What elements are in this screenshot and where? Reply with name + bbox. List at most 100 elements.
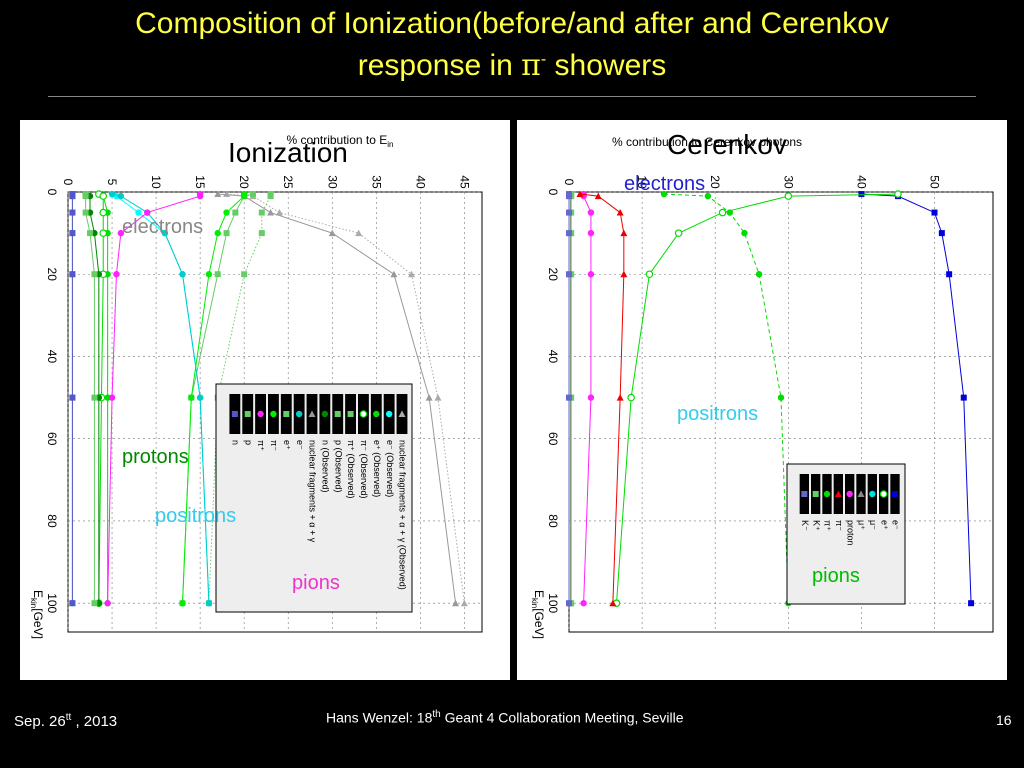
x-tick-label: 40 [45,350,59,364]
legend-label: K⁻ [800,520,810,531]
y-tick-label: 30 [781,175,795,189]
legend-marker [232,411,238,417]
y-tick-label: 10 [149,175,163,189]
data-point [118,193,124,199]
x-tick-label: 20 [45,268,59,282]
series-line [664,194,788,603]
data-point [588,394,594,400]
page-number: 16 [996,712,1012,728]
x-axis-label-text: E [532,590,546,598]
legend-label: π⁻ [269,440,279,451]
series-line [580,194,624,603]
data-point [566,193,572,199]
slide-title-line-1: Composition of Ionization(before/and aft… [0,6,1024,42]
data-point [705,193,711,199]
legend-marker [824,491,830,497]
data-point [69,271,75,277]
series-line [112,194,209,603]
y-tick-label: 35 [369,175,383,189]
footer-conf-sup: th [432,709,440,720]
footer-date: Sep. 26tt , 2013 [14,712,117,730]
y-tick-label: 40 [413,175,427,189]
slide-title-line-2: response in π- showers [0,42,1024,84]
data-point [426,394,433,401]
data-point [719,209,725,215]
legend-marker [386,411,392,417]
data-point [197,193,203,199]
cerenkov-chart: 0 10 20 30 40 50020406080100% contribution to… [517,120,1007,680]
data-point [188,394,194,400]
data-point [785,193,791,199]
x-axis-label-unit: [GeV] [532,608,546,639]
x-tick-label: 0 [546,189,560,196]
x-axis-label-sub: kin [29,598,38,608]
annotation-positrons: positrons [155,505,236,527]
data-point [566,395,572,401]
series-line [112,194,209,603]
y-tick-label: 50 [928,175,942,189]
y-tick-label: 40 [854,175,868,189]
legend-marker [348,411,354,417]
series-line [108,194,200,603]
series-8 [109,191,212,607]
data-point [100,209,106,215]
gridlines [569,192,993,632]
footer-conf-name: Geant 4 Collaboration Meeting, Seville [441,710,684,726]
data-point [268,193,274,199]
title-text-pre: response in [358,49,521,82]
chart-title: Cerenkov [667,129,787,160]
y-axis-label-sub: in [387,140,393,149]
legend-marker [296,411,302,417]
data-point [566,600,572,606]
data-point [69,193,75,199]
x-axis-label-text: E [31,590,45,598]
x-axis-label: Ekin[GeV] [530,590,546,639]
data-point [241,193,247,199]
data-point [215,230,221,236]
data-point [620,271,627,278]
data-point [646,271,652,277]
title-text-post: showers [546,49,666,82]
legend-label: π⁺ [256,440,266,451]
legend-marker [245,411,251,417]
data-point [858,191,864,197]
series-5 [576,191,627,607]
data-point [69,210,75,216]
y-tick-label: 30 [325,175,339,189]
cerenkov-panel: 0 10 20 30 40 50 0 20 40 60 80 100 % contribution to… [517,120,1007,680]
x-tick-label: 40 [546,350,560,364]
data-point [390,271,397,278]
data-point [939,230,945,236]
data-point [224,230,230,236]
y-tick-label: 5 [105,179,119,186]
legend-marker [257,411,263,417]
data-point [566,271,572,277]
data-point [895,191,901,197]
x-axis-label-unit: [GeV] [31,608,45,639]
y-tick-label: 15 [193,175,207,189]
data-point [588,209,594,215]
x-tick-label: 60 [45,432,59,446]
annotation-pions: pions [812,565,860,587]
legend-marker [880,491,886,497]
data-point [241,271,247,277]
y-tick-label: 20 [708,175,722,189]
legend-marker [360,411,366,417]
data-point [329,230,336,237]
data-point [83,193,89,199]
annotation-protons: protons [122,446,189,468]
data-point [434,394,441,401]
legend-label: μ⁻ [868,520,878,530]
y-tick-label: 0 [61,179,75,186]
legend-label: nuclear fragments + α + γ [308,440,318,543]
legend-marker [373,411,379,417]
legend-label: π⁻ [834,520,844,531]
ionization-panel: 0 5 10 15 20 25 30 35 40 45 0 20 40 60 80 100 % contribu… [20,120,510,680]
data-point [588,230,594,236]
footer-year: , 2013 [71,713,117,730]
legend-label: e⁺ [282,440,292,450]
legend-marker [846,491,852,497]
series-6 [661,191,792,607]
legend-label: K⁺ [811,520,821,531]
legend-label: n (Observed) [320,440,330,493]
